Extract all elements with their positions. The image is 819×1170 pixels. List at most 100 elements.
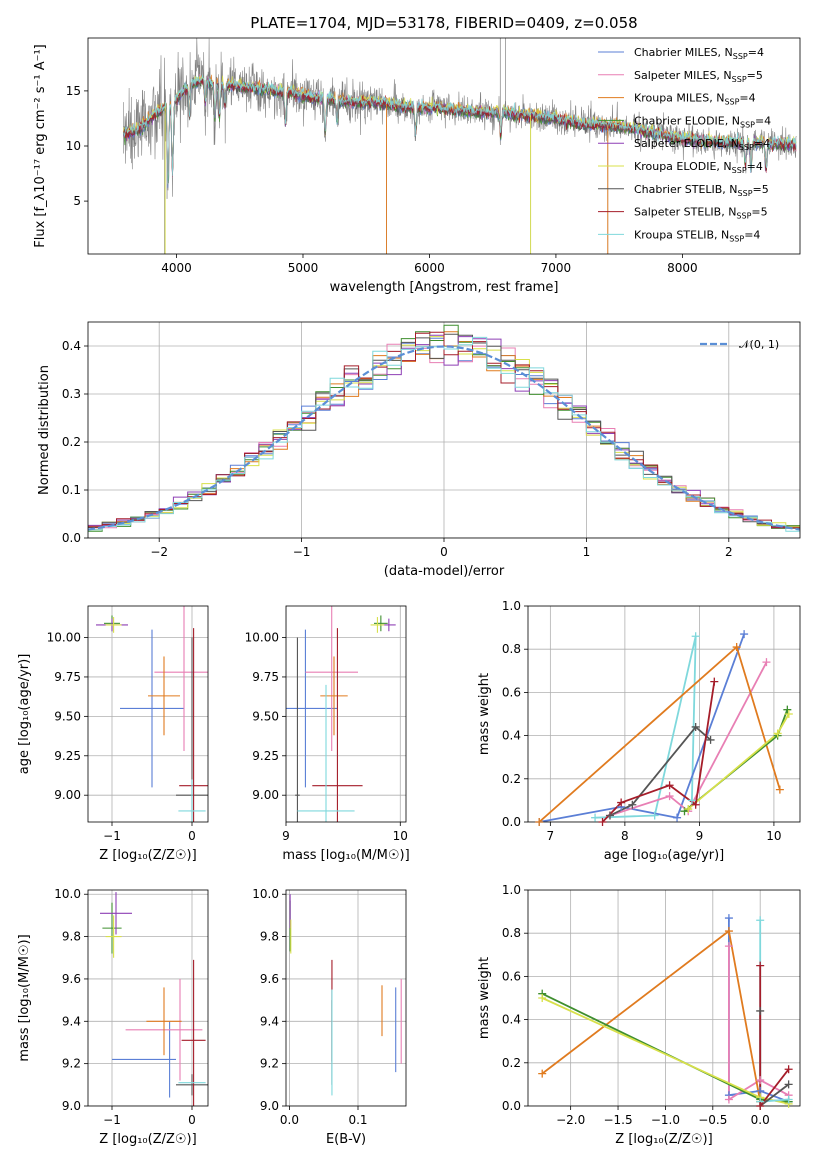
weight-line-salp_miles <box>728 946 790 1102</box>
x-tick-label: 1 <box>583 545 591 559</box>
plot-area <box>123 38 797 254</box>
y-tick-label: 0.8 <box>502 926 521 940</box>
weight-marker-krou_elodie <box>538 994 547 1002</box>
y-tick-label: 0.0 <box>502 1099 521 1113</box>
y-tick-label: 9.75 <box>54 670 81 684</box>
y-axis-label: mass [log₁₀(M/M☉)] <box>17 934 32 1061</box>
weight-line-chab_miles <box>728 918 789 1103</box>
weight-marker-krou_stelib <box>784 1095 793 1104</box>
weight-marker-krou_stelib <box>756 916 765 925</box>
axes-frame <box>87 889 209 1107</box>
weight-marker-krou_stelib <box>687 796 696 805</box>
x-tick-label: −2 <box>150 545 168 559</box>
hist-krou_stelib <box>88 336 800 535</box>
weight-marker-krou_elodie <box>773 729 782 738</box>
spectrum-legend: Chabrier MILES, NSSP=4 Salpeter MILES, NS… <box>598 46 771 243</box>
plot-area <box>528 606 800 822</box>
y-tick-label: 0.4 <box>502 1013 521 1027</box>
x-tick-label: 8 <box>621 829 629 843</box>
weight-marker-krou_miles <box>724 927 733 936</box>
weight-marker-chab_stelib <box>605 811 614 820</box>
x-axis-label: E(B-V) <box>326 1132 366 1147</box>
weight-marker-krou_stelib <box>650 811 659 820</box>
x-tick-label: −1.5 <box>603 1113 632 1127</box>
weight-marker-krou_miles <box>535 818 544 826</box>
y-tick-label: 9.4 <box>260 1014 279 1028</box>
y-tick-label: 10.0 <box>54 887 81 901</box>
y-axis-label: mass weight <box>477 957 492 1039</box>
x-axis-label: Z [log₁₀(Z/Z☉)] <box>99 1132 196 1147</box>
x-axis-label: Z [log₁₀(Z/Z☉)] <box>615 1132 712 1147</box>
legend-entry: Chabrier STELIB, NSSP=5 <box>634 183 769 198</box>
legend-entry: Chabrier ELODIE, NSSP=4 <box>634 114 771 129</box>
weight-marker-chab_miles <box>724 914 733 923</box>
x-tick-label: 5000 <box>288 261 319 275</box>
weight-marker-salp_stelib <box>617 798 626 807</box>
plot-area <box>286 890 406 1106</box>
y-tick-label: 9.6 <box>62 972 81 986</box>
x-tick-label: 8000 <box>667 261 698 275</box>
weight-marker-krou_elodie <box>684 805 693 814</box>
y-tick-label: 15 <box>66 84 81 98</box>
x-tick-label: 7000 <box>541 261 572 275</box>
weight-marker-salp_miles <box>756 1076 765 1085</box>
weight-marker-salp_miles <box>724 942 733 951</box>
x-tick-label: 0.1 <box>348 1113 367 1127</box>
x-axis-label: Z [log₁₀(Z/Z☉)] <box>99 848 196 863</box>
y-tick-label: 9.25 <box>252 749 279 763</box>
y-tick-label: 1.0 <box>502 883 521 897</box>
weight-marker-salp_miles <box>665 792 674 801</box>
weight-marker-chab_stelib <box>706 735 715 744</box>
axes-frame <box>87 605 209 823</box>
plot-area <box>528 890 800 1106</box>
legend-entry: Chabrier MILES, NSSP=4 <box>634 46 764 61</box>
y-tick-label: 0.2 <box>62 435 81 449</box>
x-tick-label: 0.0 <box>751 1113 770 1127</box>
weight-marker-krou_miles <box>775 785 784 794</box>
y-tick-label: 9.00 <box>54 788 81 802</box>
x-tick-label: 10 <box>393 829 408 843</box>
weight-marker-chab_stelib <box>756 1006 765 1015</box>
weight-marker-salp_miles <box>724 1095 733 1104</box>
panel-residuals: −2 −1 0 1 2 0.0 0.1 0.2 0.3 0.4 (data-model)/error… <box>37 321 801 579</box>
x-tick-label: 10 <box>766 829 781 843</box>
y-tick-label: 9.50 <box>252 709 279 723</box>
y-tick-label: 10.0 <box>252 887 279 901</box>
weight-marker-salp_stelib <box>665 781 674 790</box>
y-axis-label: age [log₁₀(age/yr)] <box>17 654 32 775</box>
y-tick-label: 0.4 <box>502 729 521 743</box>
weight-marker-chab_miles <box>740 630 749 639</box>
weight-marker-krou_stelib <box>691 632 700 641</box>
x-tick-label: −0.5 <box>698 1113 727 1127</box>
axes-frame <box>527 605 801 823</box>
gaussian-curve <box>88 345 800 531</box>
x-axis-label: wavelength [Angstrom, rest frame] <box>330 280 559 295</box>
weight-marker-salp_stelib <box>756 1102 765 1110</box>
y-tick-label: 9.8 <box>260 930 279 944</box>
weight-marker-chab_elodie <box>783 705 792 714</box>
y-tick-label: 0.0 <box>62 531 81 545</box>
weight-marker-krou_elodie <box>784 710 793 718</box>
weight-marker-krou_miles <box>732 643 741 652</box>
legend-entry: Salpeter STELIB, NSSP=5 <box>634 206 768 221</box>
y-tick-label: 9.75 <box>252 670 279 684</box>
weight-marker-chab_miles <box>673 813 682 822</box>
weight-marker-salp_stelib <box>691 800 700 809</box>
weight-marker-salp_stelib <box>756 961 765 970</box>
y-tick-label: 10.00 <box>245 631 279 645</box>
weight-marker-chab_stelib <box>691 722 700 731</box>
axes-frame <box>87 37 801 255</box>
y-tick-label: 9.0 <box>62 1099 81 1113</box>
x-tick-label: 9 <box>282 829 290 843</box>
axes-frame <box>285 889 407 1107</box>
x-tick-label: 7 <box>547 829 555 843</box>
weight-marker-salp_miles <box>762 658 771 667</box>
y-tick-label: 0.0 <box>502 815 521 829</box>
y-tick-label: 1.0 <box>502 599 521 613</box>
panel-mass_vs_EBV: 0.0 0.1 9.0 9.2 9.4 9.6 9.8 10.0 E(B-V) <box>252 887 407 1147</box>
y-tick-label: 9.2 <box>62 1057 81 1071</box>
figure-title: PLATE=1704, MJD=53178, FIBERID=0409, z=0… <box>250 14 637 32</box>
panel-weight_vs_age: 7 8 9 10 0.0 0.2 0.4 0.6 0.8 1.0 age [log₁₀(age/yr… <box>477 599 801 863</box>
x-tick-label: 0.0 <box>280 1113 299 1127</box>
